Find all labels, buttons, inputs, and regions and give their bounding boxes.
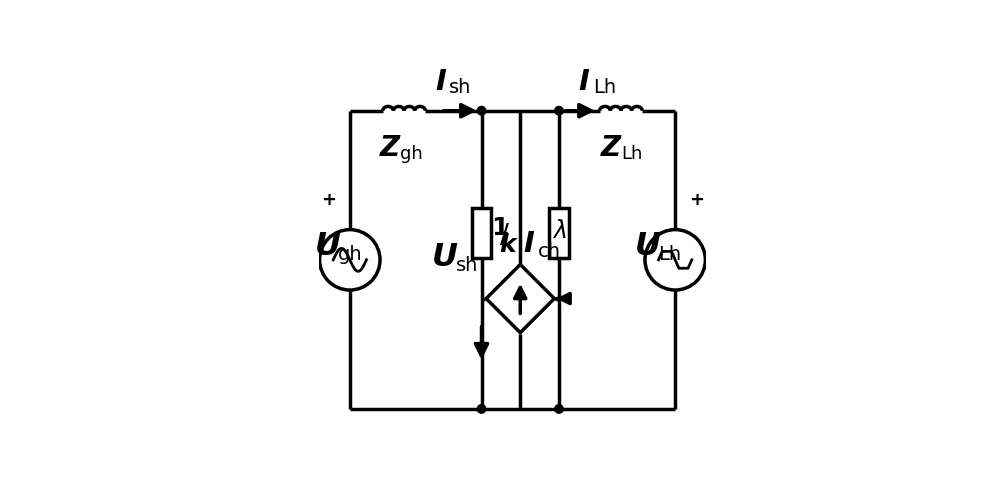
- Circle shape: [477, 405, 486, 413]
- Text: $\boldsymbol{k}$: $\boldsymbol{k}$: [499, 233, 519, 257]
- Circle shape: [477, 107, 486, 115]
- Text: $\mathbf{1}$: $\mathbf{1}$: [491, 216, 509, 239]
- Bar: [472, 208, 491, 258]
- Text: $\boldsymbol{I}$: $\boldsymbol{I}$: [578, 68, 590, 96]
- Bar: [549, 208, 569, 258]
- Text: $\boldsymbol{Z}$: $\boldsymbol{Z}$: [600, 133, 623, 161]
- Text: +: +: [321, 191, 336, 209]
- Circle shape: [555, 405, 563, 413]
- Text: $\boldsymbol{U}$: $\boldsymbol{U}$: [314, 231, 341, 262]
- Text: $\boldsymbol{I}$: $\boldsymbol{I}$: [435, 68, 447, 96]
- Text: sh: sh: [449, 78, 472, 97]
- Text: sh: sh: [456, 256, 478, 275]
- Text: +: +: [689, 191, 704, 209]
- Text: Lh: Lh: [621, 145, 642, 163]
- Text: gh: gh: [400, 145, 423, 163]
- Text: ch: ch: [538, 242, 561, 261]
- Text: Lh: Lh: [593, 78, 616, 97]
- Text: $\boldsymbol{I}$: $\boldsymbol{I}$: [523, 230, 535, 259]
- Text: $/$: $/$: [499, 223, 510, 249]
- Text: gh: gh: [338, 244, 363, 264]
- Circle shape: [555, 107, 563, 115]
- Text: $\lambda$: $\lambda$: [552, 219, 566, 243]
- Text: $\boldsymbol{Z}$: $\boldsymbol{Z}$: [379, 133, 402, 161]
- Text: $\boldsymbol{U}$: $\boldsymbol{U}$: [634, 231, 661, 262]
- Text: $\boldsymbol{U}$: $\boldsymbol{U}$: [431, 242, 458, 274]
- Text: Lh: Lh: [658, 244, 681, 264]
